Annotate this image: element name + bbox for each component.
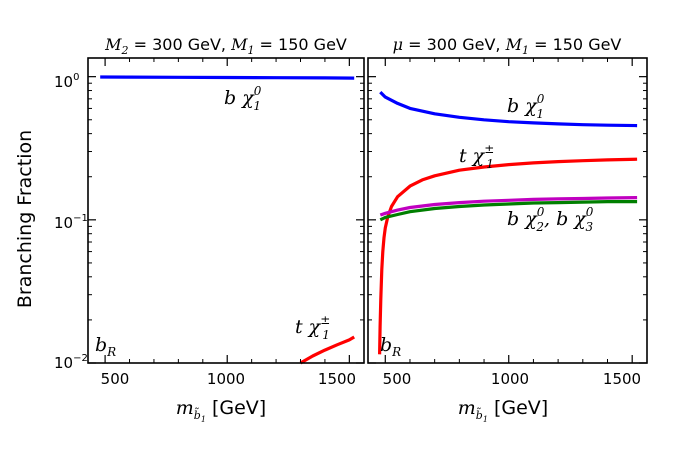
series-label-b-chi10: b χ0 1 bbox=[507, 92, 545, 121]
series-label-t-chi1pm: t χ± 1 bbox=[459, 142, 494, 171]
series-line bbox=[100, 75, 355, 80]
series-line bbox=[378, 157, 638, 355]
x-tick-labels: 500 1000 1500 bbox=[383, 370, 641, 388]
right-panel: μ = 300 GeV, M1 = 150 GeV b χ0 1 t χ± 1 b … bbox=[367, 35, 648, 424]
y-axis-label: Branching Fraction bbox=[14, 130, 36, 308]
x-axis-label: mb̃1 [GeV] bbox=[458, 397, 548, 424]
y-tick-label: 10−2 bbox=[54, 353, 88, 372]
plot-frame bbox=[87, 57, 365, 364]
x-axis-label: mb̃1 [GeV] bbox=[176, 397, 266, 424]
x-tick-labels: 500 1000 1500 bbox=[101, 370, 356, 388]
corner-label-bR: bR bbox=[95, 334, 116, 359]
series-label-b-chi10: b χ0 1 bbox=[224, 84, 262, 113]
panel-title: M2 = 300 GeV, M1 = 150 GeV bbox=[104, 35, 347, 57]
x-tick-label: 1500 bbox=[603, 370, 641, 388]
series-label-t-chi1pm: t χ± 1 bbox=[295, 313, 330, 342]
y-tick-labels: 100 10−1 10−2 bbox=[54, 72, 88, 372]
x-tick-label: 1500 bbox=[318, 370, 356, 388]
series-line bbox=[379, 90, 638, 128]
series-line bbox=[299, 335, 356, 365]
corner-label-bR: bR bbox=[380, 334, 401, 359]
left-panel: M2 = 300 GeV, M1 = 150 GeV b χ0 1 t χ± 1 b… bbox=[87, 35, 365, 424]
x-tick-label: 500 bbox=[101, 370, 130, 388]
series-line bbox=[379, 196, 638, 217]
y-tick-label: 10−1 bbox=[54, 213, 88, 232]
series-line bbox=[379, 200, 638, 222]
x-tick-label: 500 bbox=[383, 370, 412, 388]
panel-title: μ = 300 GeV, M1 = 150 GeV bbox=[393, 35, 622, 57]
plot-frame bbox=[367, 57, 648, 364]
y-tick-label: 100 bbox=[54, 72, 79, 91]
series-label-b-chi20-chi30: b χ0 2, b χ0 3 bbox=[507, 205, 594, 234]
x-tick-label: 1000 bbox=[207, 370, 245, 388]
x-tick-label: 1000 bbox=[491, 370, 529, 388]
